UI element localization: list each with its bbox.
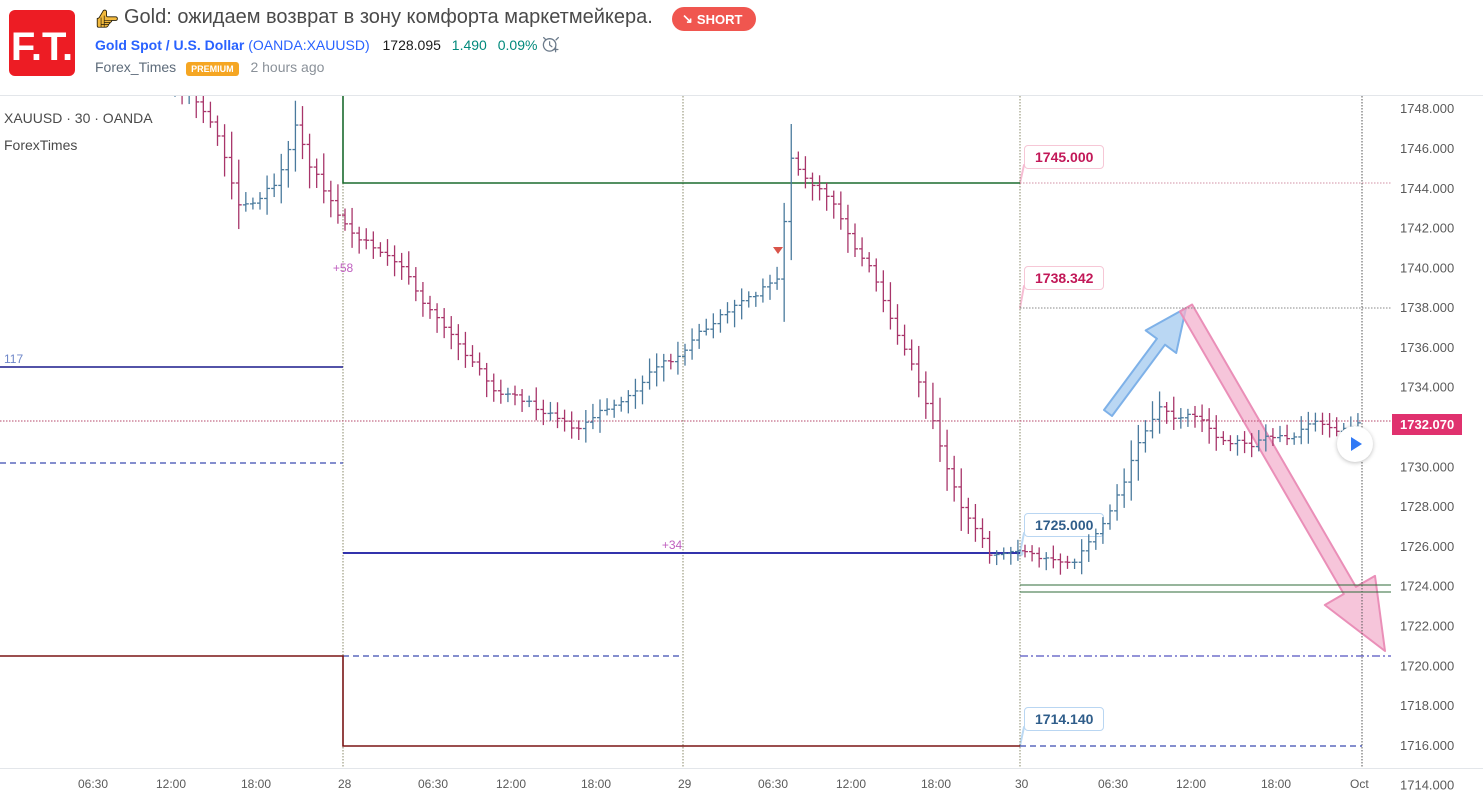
svg-text:1734.000: 1734.000 [1400, 380, 1454, 395]
svg-text:1716.000: 1716.000 [1400, 738, 1454, 753]
svg-text:1748.000: 1748.000 [1400, 101, 1454, 116]
svg-text:1746.000: 1746.000 [1400, 141, 1454, 156]
svg-text:1730.000: 1730.000 [1400, 459, 1454, 474]
svg-text:+58: +58 [333, 261, 354, 275]
svg-text:F.T.: F.T. [11, 25, 73, 69]
svg-text:1728.000: 1728.000 [1400, 499, 1454, 514]
svg-text:1740.000: 1740.000 [1400, 260, 1454, 275]
svg-text:1738.000: 1738.000 [1400, 300, 1454, 315]
svg-text:117: 117 [4, 352, 23, 366]
svg-text:1722.000: 1722.000 [1400, 618, 1454, 633]
svg-text:1742.000: 1742.000 [1400, 221, 1454, 236]
svg-text:1744.000: 1744.000 [1400, 181, 1454, 196]
svg-text:1724.000: 1724.000 [1400, 579, 1454, 594]
svg-text:1736.000: 1736.000 [1400, 340, 1454, 355]
svg-text:1718.000: 1718.000 [1400, 698, 1454, 713]
svg-text:+34: +34 [662, 538, 683, 552]
svg-text:1726.000: 1726.000 [1400, 539, 1454, 554]
svg-text:1720.000: 1720.000 [1400, 658, 1454, 673]
